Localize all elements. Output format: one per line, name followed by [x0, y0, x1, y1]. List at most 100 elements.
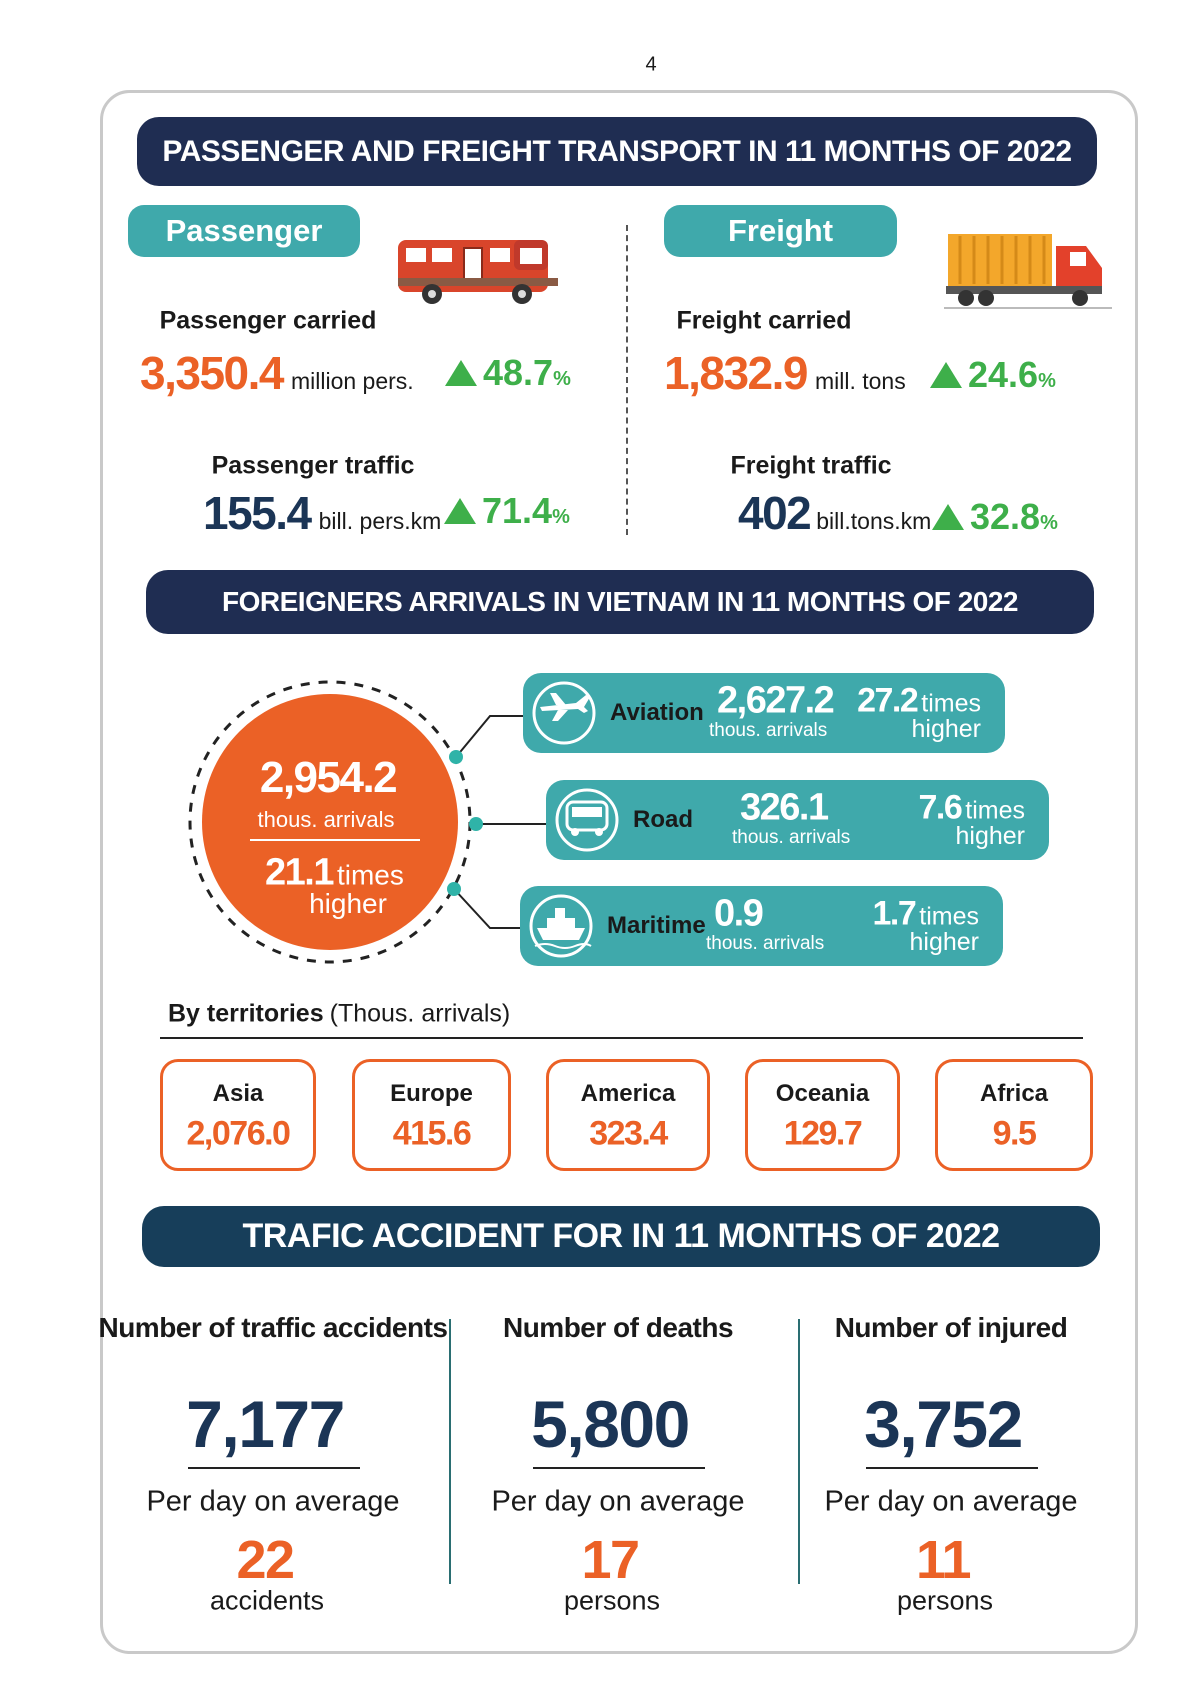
accident-value: 3,752	[864, 1387, 1023, 1461]
growth-value: 71.4	[482, 490, 553, 531]
mode-multiplier: 1.7 times	[873, 895, 980, 934]
per-day-label: Per day on average	[824, 1485, 1078, 1518]
stat: 402 bill.tons.km	[738, 486, 931, 540]
growth: 24.6 %	[928, 354, 1056, 396]
territory-name: Europe	[390, 1079, 473, 1107]
total-unit: thous. arrivals	[257, 807, 395, 832]
territory-value: 2,076.0	[186, 1114, 291, 1153]
multiplier-times: times	[965, 796, 1025, 825]
territory-name: Oceania	[775, 1079, 870, 1107]
bus-icon	[398, 240, 558, 304]
territory-name: Africa	[979, 1079, 1049, 1107]
mode-card: Maritime 0.9 thous. arrivals 1.7 times higher	[520, 886, 1003, 966]
mode-icon	[529, 894, 593, 958]
stat-label: Passenger traffic	[211, 451, 415, 480]
stat-unit: bill.tons.km	[816, 508, 932, 534]
territory-card: Europe 415.6	[352, 1059, 511, 1171]
per-day-unit: accidents	[209, 1585, 325, 1616]
territories-heading: By territories (Thous. arrivals)	[168, 1000, 510, 1029]
underline	[533, 1467, 705, 1469]
stat: 155.4 bill. pers.km	[203, 486, 441, 540]
passenger-label: Passenger	[128, 205, 360, 257]
mode-unit: thous. arrivals	[732, 827, 851, 848]
page-number: 4	[645, 53, 657, 76]
mode-name: Maritime	[607, 912, 706, 939]
territory-name: Asia	[212, 1079, 264, 1107]
stat: 3,350.4 million pers.	[140, 346, 414, 400]
territories-unit: (Thous. arrivals)	[329, 999, 511, 1028]
territory-card: America 323.4	[546, 1059, 710, 1171]
accident-label: Number of traffic accidents	[98, 1312, 448, 1343]
up-arrow	[932, 504, 964, 530]
up-arrow	[444, 498, 476, 524]
mode-value: 326.1	[740, 786, 829, 829]
mode-name: Road	[633, 806, 693, 833]
underline	[188, 1467, 360, 1469]
divider	[449, 1319, 451, 1584]
territory-card: Asia 2,076.0	[160, 1059, 316, 1171]
per-day-value: 22	[236, 1530, 295, 1590]
growth-unit: %	[1040, 512, 1058, 534]
mode-card: Road 326.1 thous. arrivals 7.6 times higher	[546, 780, 1049, 860]
growth: 71.4 %	[442, 490, 570, 532]
stat-label: Freight carried	[676, 306, 852, 335]
territory-value: 9.5	[992, 1114, 1037, 1153]
mode-icon	[555, 788, 619, 852]
multiplier-value: 21.1	[265, 851, 334, 894]
stat-unit: mill. tons	[814, 368, 906, 394]
mode-multiplier: 7.6 times	[919, 789, 1026, 828]
growth: 32.8 %	[930, 496, 1058, 538]
multiplier-value: 7.6	[918, 788, 963, 827]
mode-value: 0.9	[714, 892, 764, 935]
stat-unit: million pers.	[290, 368, 414, 394]
underline	[866, 1467, 1038, 1469]
mode-name: Aviation	[610, 699, 704, 726]
territory-value: 415.6	[392, 1114, 472, 1153]
growth-value: 32.8	[970, 496, 1041, 537]
up-arrow	[445, 360, 477, 386]
accident-label: Number of deaths	[502, 1312, 734, 1343]
accident-value: 5,800	[531, 1387, 690, 1461]
per-day-value: 11	[915, 1530, 972, 1590]
growth-unit: %	[553, 368, 571, 390]
multiplier-value: 1.7	[872, 894, 917, 933]
divider	[626, 225, 628, 535]
stat-value: 155.4	[203, 487, 312, 539]
stat-label: Freight traffic	[730, 451, 892, 480]
per-day-unit: persons	[896, 1585, 994, 1616]
stat-unit: bill. pers.km	[318, 508, 442, 534]
mode-comparison: higher	[955, 822, 1026, 850]
total-multiplier: 21.1 times	[265, 852, 404, 895]
per-day-unit: persons	[563, 1585, 661, 1616]
per-day-value: 17	[581, 1530, 640, 1590]
up-arrow	[930, 362, 962, 388]
growth: 48.7 %	[443, 352, 571, 394]
multiplier-times: times	[919, 902, 979, 931]
per-day-label: Per day on average	[491, 1485, 745, 1518]
stat-label: Passenger carried	[159, 306, 377, 335]
section-title: FOREIGNERS ARRIVALS IN VIETNAM IN 11 MON…	[146, 570, 1094, 634]
mode-comparison: higher	[911, 715, 982, 743]
mode-card: Aviation 2,627.2 thous. arrivals 27.2 times h…	[523, 673, 1005, 753]
territories-title: By territories	[168, 999, 324, 1028]
growth-unit: %	[552, 506, 570, 528]
section-title: PASSENGER AND FREIGHT TRANSPORT IN 11 MO…	[137, 117, 1097, 186]
accident-value: 7,177	[186, 1387, 345, 1461]
territory-name: America	[580, 1079, 676, 1107]
stat: 1,832.9 mill. tons	[664, 346, 906, 400]
frame	[100, 90, 1138, 1654]
territory-card: Africa 9.5	[935, 1059, 1093, 1171]
mode-multiplier: 27.2 times	[857, 682, 981, 721]
total-comparison: higher	[309, 888, 387, 919]
stat-value: 402	[738, 487, 812, 539]
freight-label: Freight	[664, 205, 897, 257]
growth-value: 24.6	[968, 354, 1039, 395]
mode-value: 2,627.2	[717, 679, 835, 722]
divider	[798, 1319, 800, 1584]
accident-label: Number of injured	[834, 1312, 1068, 1343]
growth-value: 48.7	[483, 352, 554, 393]
multiplier-times: times	[921, 689, 981, 718]
rule	[160, 1037, 1083, 1039]
truck-icon	[944, 234, 1112, 309]
